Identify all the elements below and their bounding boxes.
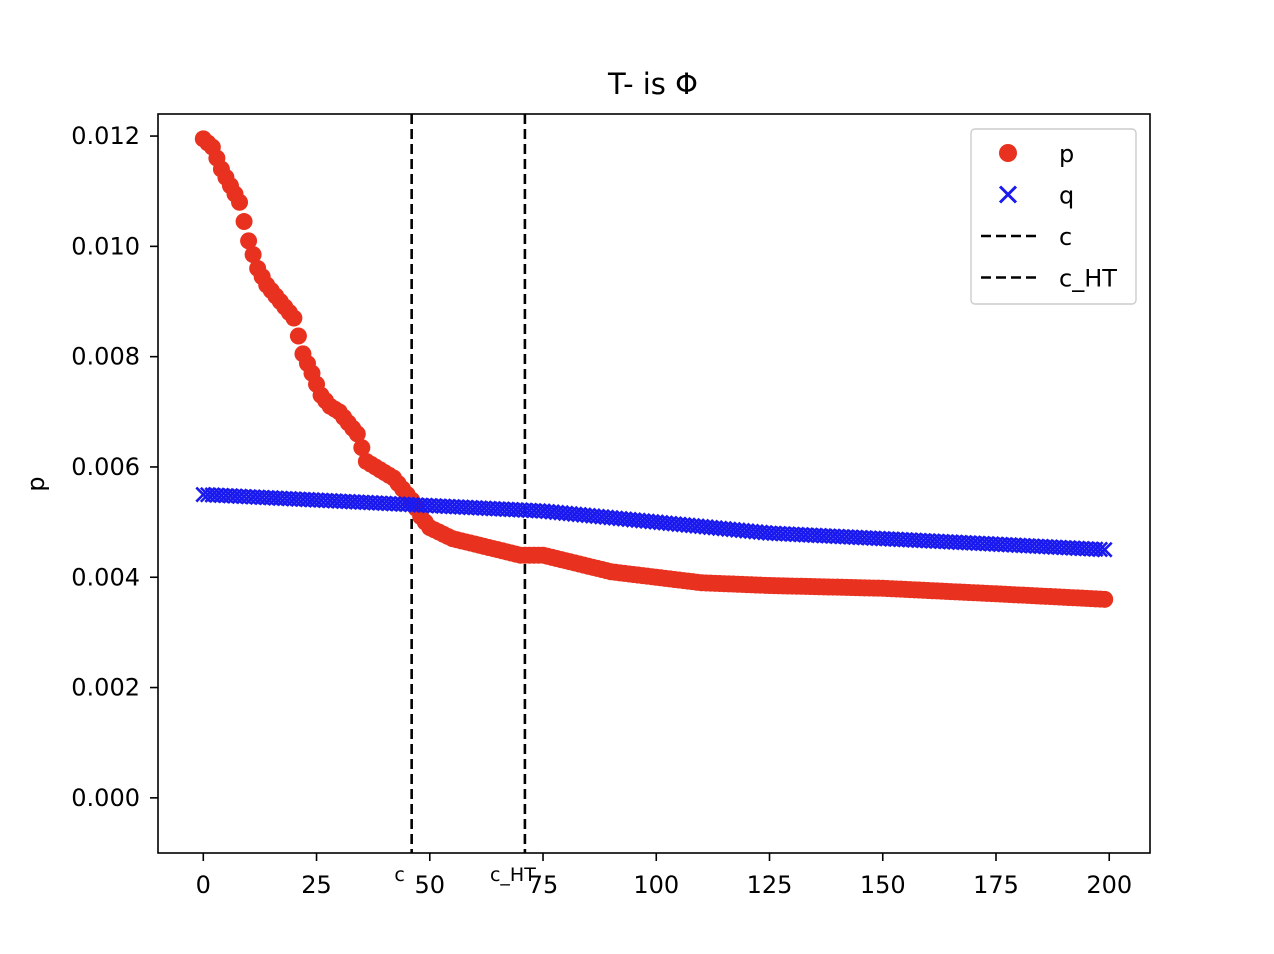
x-tick-label: 50 [415, 871, 446, 899]
chart-title: T- is Φ [607, 67, 698, 101]
x-tick-label: 200 [1086, 871, 1132, 899]
y-tick-label: 0.006 [71, 453, 140, 481]
x-tick-label: 75 [528, 871, 559, 899]
y-tick-label: 0.002 [71, 674, 140, 702]
y-tick-label: 0.004 [71, 563, 140, 591]
vline-label-c_HT: c_HT [490, 864, 536, 886]
p-point [240, 232, 258, 250]
series-q [195, 486, 1113, 558]
y-tick-label: 0.000 [71, 784, 140, 812]
p-point [1096, 590, 1114, 608]
legend-box [970, 128, 1137, 305]
x-tick-label: 175 [973, 871, 1019, 899]
y-tick-label: 0.008 [71, 343, 140, 371]
p-point [285, 309, 303, 327]
x-axis: 0 25 50 75 100 125 150 175 200 [196, 853, 1132, 899]
plot-frame [157, 113, 1151, 854]
q-point [1092, 541, 1109, 558]
legend: pqc c_HT [970, 128, 1137, 305]
y-axis: 0.000 0.002 0.004 0.006 0.008 0.010 0.012 [71, 122, 158, 812]
legend-marker-q [998, 185, 1018, 204]
p-point [348, 425, 366, 443]
y-axis-label: p [22, 476, 50, 491]
legend-label-p: p [1059, 140, 1074, 168]
legend-label-q: q [1059, 182, 1074, 210]
p-point [231, 193, 249, 211]
series-p [194, 130, 1114, 608]
y-tick-label: 0.012 [71, 122, 140, 150]
x-tick-label: 125 [747, 871, 793, 899]
y-tick-label: 0.010 [71, 232, 140, 260]
x-tick-label: 150 [860, 871, 906, 899]
p-point [235, 213, 253, 231]
legend-marker-p [999, 144, 1017, 162]
p-point [244, 246, 262, 264]
x-tick-label: 25 [301, 871, 332, 899]
p-point [289, 327, 307, 345]
x-tick-label: 100 [633, 871, 679, 899]
vline-label-c: c [394, 864, 404, 886]
p-point [353, 439, 371, 457]
reference-lines: c c_HT [394, 114, 536, 886]
x-tick-label: 0 [196, 871, 211, 899]
q-point [1096, 541, 1113, 558]
legend-label-c_HT: c_HT [1059, 265, 1117, 293]
legend-label-c: c [1059, 223, 1072, 251]
